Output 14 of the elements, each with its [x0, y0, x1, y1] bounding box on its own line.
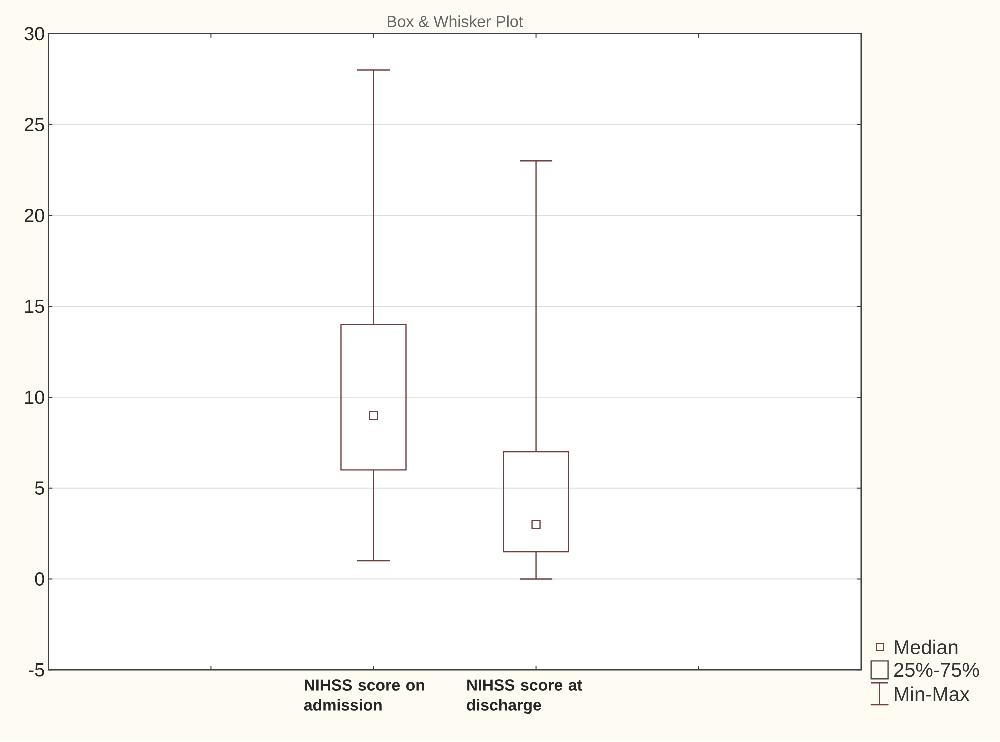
y-tick-label: 30	[24, 27, 44, 41]
y-tick-label: 25	[25, 118, 44, 132]
text: Min-Max	[895, 686, 970, 702]
y-tick-label: 10	[25, 390, 44, 404]
text: 25%-75%	[894, 663, 980, 678]
y-tick-label: 20	[25, 209, 44, 222]
y-tick-label: 5	[35, 482, 44, 496]
y-tick-label: -5	[29, 664, 44, 677]
y-tick-label: 15	[25, 300, 44, 314]
text: Median	[895, 640, 958, 655]
x-tick-label: NIHSS score at discharge	[467, 680, 582, 714]
x-tick-label: NIHSS score on admission	[304, 680, 424, 711]
chart-title: Box & Whisker Plot	[388, 16, 524, 28]
y-tick-label: 0	[35, 572, 44, 586]
